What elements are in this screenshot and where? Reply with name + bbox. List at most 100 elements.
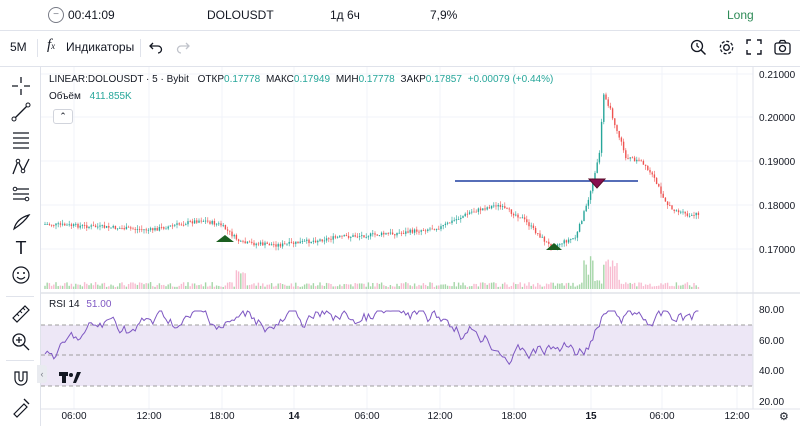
- candle-body: [622, 141, 625, 151]
- candle-body: [343, 235, 345, 237]
- candle-body: [356, 236, 359, 238]
- interval-button[interactable]: 5M: [10, 40, 27, 54]
- indicators-icon[interactable]: fx: [47, 37, 56, 53]
- candle-body: [79, 225, 81, 228]
- candle-body: [365, 237, 367, 239]
- rsi-axis-label: 60.00: [759, 336, 784, 347]
- candle-body: [477, 208, 480, 212]
- volume-bar: [297, 286, 299, 289]
- candle-body: [508, 208, 510, 210]
- candle-body: [369, 233, 372, 237]
- volume-bar: [640, 282, 642, 289]
- collapse-legend-button[interactable]: ⌃: [53, 109, 73, 124]
- trade-info-bar: − 00:41:09 DOLOUSDT 1д 6ч 7,9% Long: [0, 0, 800, 31]
- zoom-icon[interactable]: [10, 331, 32, 353]
- volume-bar: [270, 283, 273, 289]
- volume-bar: [490, 282, 493, 289]
- lock-draw-icon[interactable]: [10, 396, 32, 418]
- candle-body: [600, 121, 603, 153]
- remove-icon[interactable]: −: [48, 7, 64, 23]
- ruler-icon[interactable]: [10, 303, 32, 325]
- volume-bar: [105, 286, 108, 289]
- candle-body: [235, 234, 238, 240]
- candle-body: [363, 235, 365, 238]
- axis-settings-icon[interactable]: ⚙: [779, 411, 789, 423]
- candle-body: [264, 242, 266, 246]
- drawing-toolbar: T: [0, 67, 41, 426]
- volume-bar: [438, 285, 440, 289]
- change-value: +0.00079 (+0.44%): [467, 74, 554, 85]
- symbol-title[interactable]: LINEAR:DOLOUSDT · 5 · Bybit: [49, 74, 189, 85]
- volume-bar: [644, 284, 647, 289]
- candle-body: [231, 231, 233, 237]
- volume-bar: [629, 282, 631, 289]
- volume-bar: [374, 286, 376, 289]
- volume-bar: [622, 284, 625, 289]
- indicators-button[interactable]: Индикаторы: [66, 40, 135, 54]
- candle-body: [306, 239, 308, 241]
- candle-body: [257, 243, 260, 245]
- volume-bar: [185, 285, 187, 289]
- divider: [6, 296, 34, 297]
- volume-bar: [578, 284, 581, 289]
- settings-icon[interactable]: [718, 39, 735, 59]
- volume-bar: [328, 283, 330, 289]
- time-axis-label: 14: [288, 411, 300, 422]
- chart-area[interactable]: 0.21000 0.20000 0.19000 0.18000 0.17000 80.0…: [37, 67, 800, 426]
- candle-body: [266, 242, 268, 244]
- candle-body: [319, 239, 321, 241]
- volume-bar: [119, 283, 121, 289]
- undo-icon[interactable]: [149, 40, 163, 57]
- magnet-icon[interactable]: [10, 368, 32, 390]
- candle-body: [640, 160, 642, 162]
- volume-bar: [411, 286, 414, 289]
- volume-bar: [251, 284, 253, 289]
- rsi-label: RSI 14: [49, 299, 80, 310]
- candle-body: [75, 223, 77, 225]
- volume-bar: [460, 285, 462, 289]
- fib-icon[interactable]: [10, 128, 32, 150]
- brush-icon[interactable]: [10, 211, 32, 233]
- candle-body: [350, 236, 352, 238]
- volume-bar: [680, 285, 682, 289]
- open-value: 0.17778: [224, 74, 261, 85]
- volume-bar: [279, 283, 282, 289]
- candle-body: [471, 211, 473, 213]
- volume-bar: [83, 282, 86, 289]
- candle-body: [361, 235, 363, 237]
- candle-body: [592, 181, 594, 192]
- candle-body: [548, 241, 550, 244]
- pattern-icon[interactable]: [10, 156, 32, 178]
- candle-body: [240, 240, 242, 242]
- candle-body: [64, 223, 66, 226]
- low-label: МИН: [335, 74, 359, 85]
- volume-bar: [59, 285, 62, 289]
- candle-body: [486, 207, 488, 210]
- candle-body: [490, 205, 493, 209]
- volume-bar: [396, 283, 398, 289]
- emoji-icon[interactable]: [10, 264, 32, 286]
- candle-body: [160, 227, 163, 228]
- camera-icon[interactable]: [774, 39, 791, 58]
- candle-body: [46, 224, 48, 225]
- rsi-axis: 80.00 60.00 40.00 20.00: [759, 305, 784, 408]
- volume-bar: [499, 286, 502, 289]
- volume-bar: [114, 286, 117, 289]
- volume-bar: [233, 286, 235, 289]
- collapse-pane-icon[interactable]: ‹: [37, 365, 47, 383]
- crosshair-icon[interactable]: [10, 75, 32, 97]
- volume-bar: [649, 283, 651, 289]
- chart-canvas[interactable]: 0.21000 0.20000 0.19000 0.18000 0.17000 80.0…: [41, 67, 800, 426]
- candle-body: [213, 221, 216, 225]
- text-icon[interactable]: T: [15, 238, 27, 258]
- redo-icon[interactable]: [176, 40, 190, 57]
- trendline-icon[interactable]: [10, 101, 32, 123]
- volume-bar: [295, 282, 297, 289]
- candle-body: [394, 234, 396, 236]
- candle-body: [119, 228, 121, 229]
- quick-search-icon[interactable]: [690, 39, 707, 59]
- candle-body: [501, 206, 504, 207]
- volume-bar: [200, 284, 202, 289]
- fullscreen-icon[interactable]: [746, 39, 762, 58]
- forecast-icon[interactable]: [10, 183, 32, 205]
